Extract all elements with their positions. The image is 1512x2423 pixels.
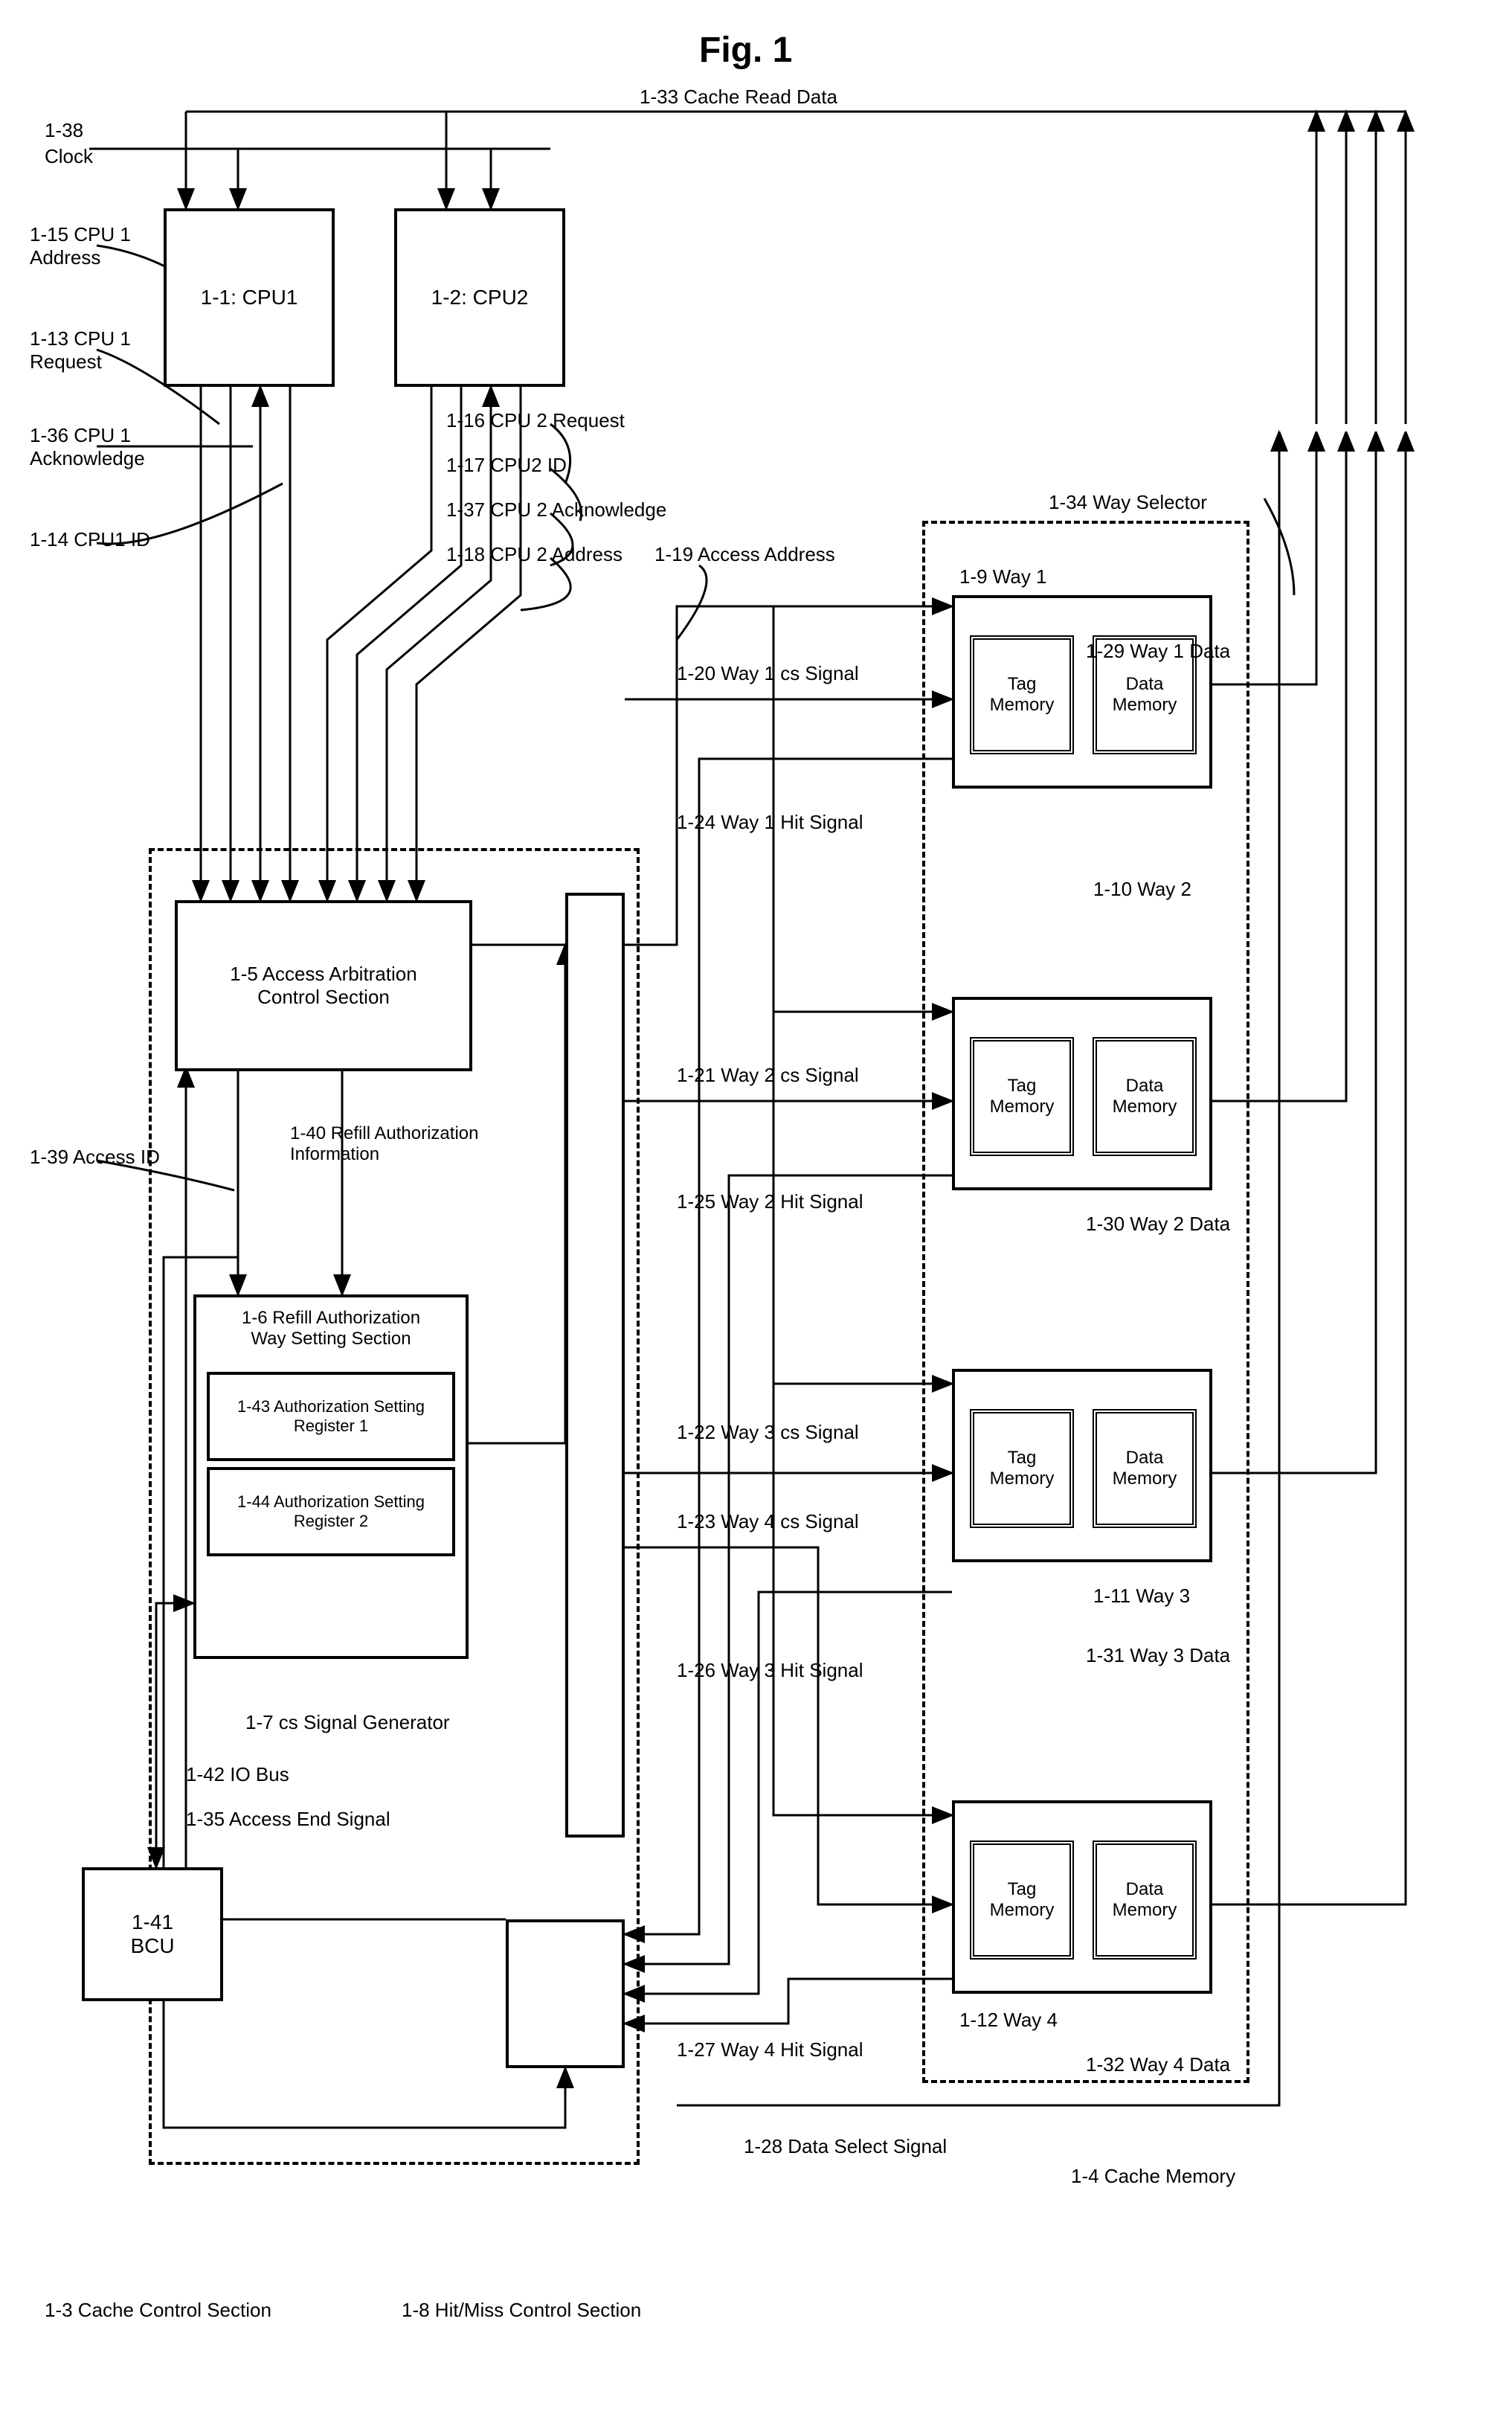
way4-data: Data Memory <box>1093 1840 1197 1960</box>
label-1-30: 1-30 Way 2 Data <box>1086 1213 1230 1236</box>
cpu1-box: 1-1: CPU1 <box>164 208 335 387</box>
way2-box: Tag Memory Data Memory <box>952 997 1212 1190</box>
tag-label: Tag Memory <box>990 1448 1055 1489</box>
data-label: Data Memory <box>1113 1448 1177 1489</box>
label-1-33: 1-33 Cache Read Data <box>640 86 837 109</box>
label-1-29: 1-29 Way 1 Data <box>1086 640 1230 663</box>
label-1-7: 1-7 cs Signal Generator <box>245 1711 450 1734</box>
arbitration-label: 1-5 Access Arbitration Control Section <box>230 963 416 1009</box>
label-1-26: 1-26 Way 3 Hit Signal <box>677 1659 863 1682</box>
label-1-34: 1-34 Way Selector <box>1049 491 1207 514</box>
hit-miss-control <box>506 1919 625 2068</box>
way-selector <box>1279 424 1428 431</box>
label-1-23: 1-23 Way 4 cs Signal <box>677 1510 859 1533</box>
label-1-8: 1-8 Hit/Miss Control Section <box>402 2299 641 2322</box>
label-1-36: 1-36 CPU 1 Acknowledge <box>30 424 145 470</box>
reg1-label: 1-43 Authorization Setting Register 1 <box>237 1397 425 1436</box>
label-clock: Clock <box>45 145 93 168</box>
data-label: Data Memory <box>1113 674 1177 716</box>
tag-label: Tag Memory <box>990 1879 1055 1921</box>
reg2-label: 1-44 Authorization Setting Register 2 <box>237 1492 425 1531</box>
data-label: Data Memory <box>1113 1076 1177 1117</box>
label-1-10: 1-10 Way 2 <box>1093 878 1191 901</box>
way4-tag: Tag Memory <box>970 1840 1074 1960</box>
authz-reg1: 1-43 Authorization Setting Register 1 <box>207 1372 455 1461</box>
way2-tag: Tag Memory <box>970 1037 1074 1156</box>
label-1-39: 1-39 Access ID <box>30 1146 160 1169</box>
label-1-22: 1-22 Way 3 cs Signal <box>677 1421 859 1444</box>
label-1-32: 1-32 Way 4 Data <box>1086 2053 1230 2076</box>
label-1-16: 1-16 CPU 2 Request <box>446 409 625 432</box>
data-label: Data Memory <box>1113 1879 1177 1921</box>
label-1-31: 1-31 Way 3 Data <box>1086 1644 1230 1667</box>
cpu2-box: 1-2: CPU2 <box>394 208 565 387</box>
bcu-box: 1-41 BCU <box>82 1867 223 2001</box>
label-1-12: 1-12 Way 4 <box>959 2009 1058 2032</box>
label-1-11: 1-11 Way 3 <box>1093 1585 1190 1608</box>
way3-box: Tag Memory Data Memory <box>952 1369 1212 1562</box>
label-1-14: 1-14 CPU1 ID <box>30 528 150 551</box>
label-1-9: 1-9 Way 1 <box>959 565 1047 588</box>
authz-reg2: 1-44 Authorization Setting Register 2 <box>207 1467 455 1556</box>
label-1-28: 1-28 Data Select Signal <box>744 2135 947 2158</box>
label-1-24: 1-24 Way 1 Hit Signal <box>677 811 863 834</box>
refill-authz-label: 1-6 Refill Authorization Way Setting Sec… <box>207 1308 455 1350</box>
label-1-27: 1-27 Way 4 Hit Signal <box>677 2038 863 2061</box>
label-1-4: 1-4 Cache Memory <box>1071 2165 1235 2188</box>
label-1-40: 1-40 Refill Authorization Information <box>290 1123 478 1165</box>
figure-root: Fig. 1 <box>30 30 1482 2393</box>
label-1-42: 1-42 IO Bus <box>186 1763 289 1786</box>
label-1-19: 1-19 Access Address <box>654 543 835 566</box>
access-arbitration-box: 1-5 Access Arbitration Control Section <box>175 900 472 1071</box>
way2-data: Data Memory <box>1093 1037 1197 1156</box>
label-1-3: 1-3 Cache Control Section <box>45 2299 271 2322</box>
figure-title: Fig. 1 <box>699 30 792 71</box>
label-1-13: 1-13 CPU 1 Request <box>30 327 131 373</box>
tag-label: Tag Memory <box>990 674 1055 716</box>
cpu1-label: 1-1: CPU1 <box>201 286 298 309</box>
label-1-35: 1-35 Access End Signal <box>186 1808 390 1831</box>
tag-label: Tag Memory <box>990 1076 1055 1117</box>
label-1-15: 1-15 CPU 1 Address <box>30 223 131 269</box>
way3-data: Data Memory <box>1093 1409 1197 1528</box>
bcu-label: 1-41 BCU <box>130 1910 174 1958</box>
way1-tag: Tag Memory <box>970 635 1074 754</box>
label-1-17: 1-17 CPU2 ID <box>446 454 567 477</box>
label-1-37: 1-37 CPU 2 Acknowledge <box>446 498 666 521</box>
label-1-25: 1-25 Way 2 Hit Signal <box>677 1190 863 1213</box>
label-1-20: 1-20 Way 1 cs Signal <box>677 662 859 685</box>
label-1-21: 1-21 Way 2 cs Signal <box>677 1064 859 1087</box>
way3-tag: Tag Memory <box>970 1409 1074 1528</box>
label-1-18: 1-18 CPU 2 Address <box>446 543 623 566</box>
way4-box: Tag Memory Data Memory <box>952 1800 1212 1994</box>
way1-box: Tag Memory Data Memory <box>952 595 1212 789</box>
cpu2-label: 1-2: CPU2 <box>431 286 529 309</box>
label-1-38: 1-38 <box>45 119 83 142</box>
cs-signal-generator <box>565 893 625 1838</box>
refill-authz-section: 1-6 Refill Authorization Way Setting Sec… <box>193 1294 469 1659</box>
